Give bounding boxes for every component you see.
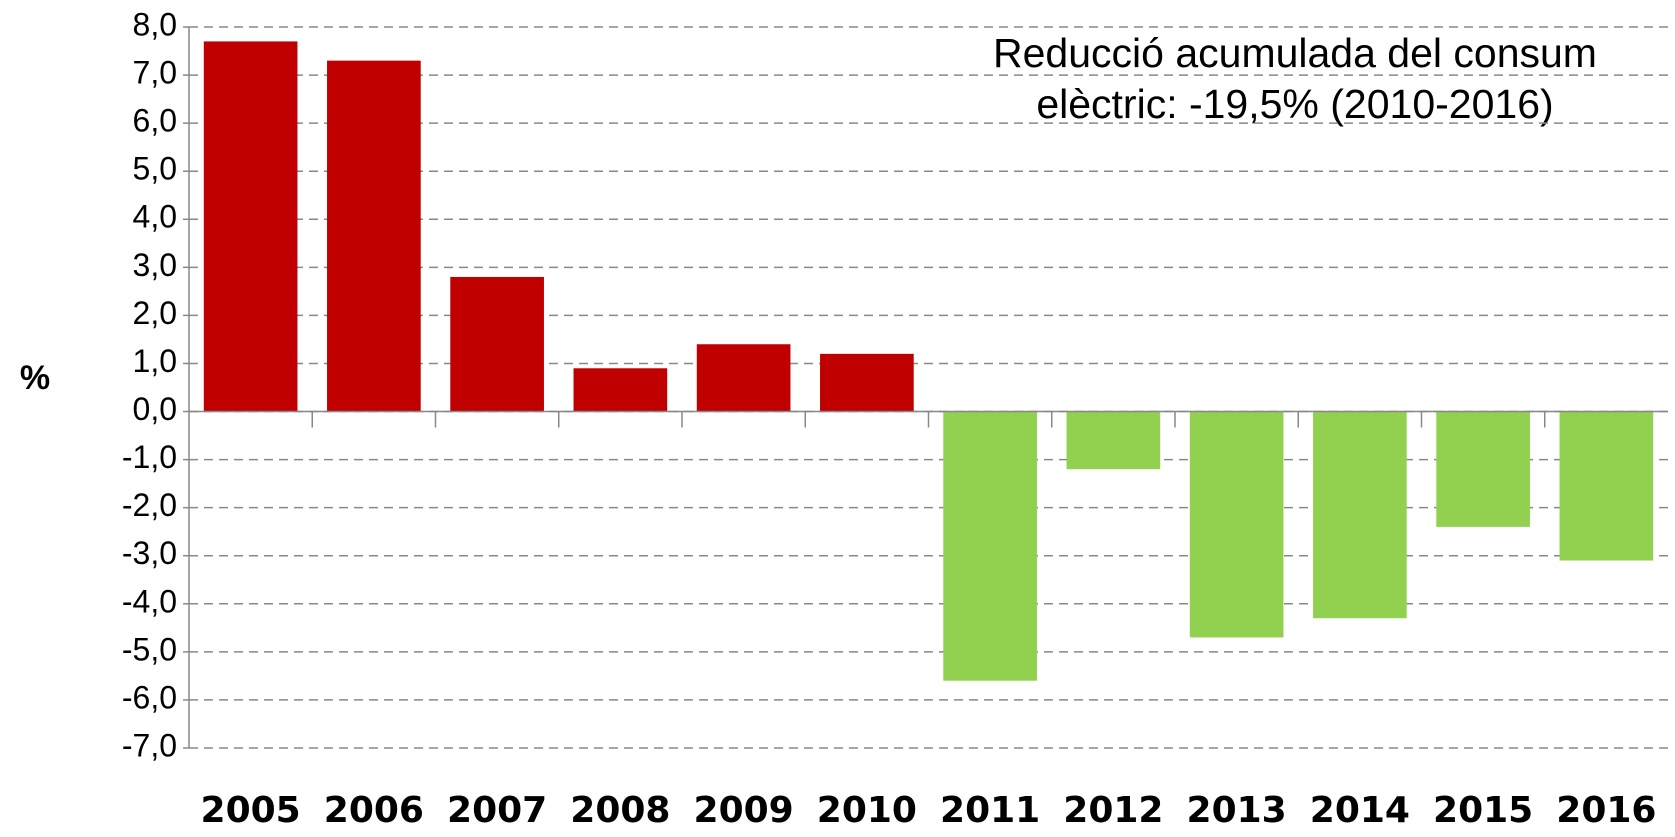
x-tick-label: 2011 <box>940 790 1040 831</box>
x-tick-label: 2006 <box>324 790 424 831</box>
y-tick-label: 0,0 <box>133 391 177 427</box>
bar <box>1559 411 1654 561</box>
x-tick-label: 2008 <box>570 790 670 831</box>
bar <box>450 276 544 412</box>
bar <box>327 60 421 412</box>
x-tick-label: 2009 <box>694 790 794 831</box>
bar <box>696 344 791 412</box>
y-tick-label: 2,0 <box>133 295 177 331</box>
y-tick-label: -2,0 <box>122 487 177 523</box>
y-tick-label: 8,0 <box>133 6 177 42</box>
x-tick-label: 2012 <box>1063 790 1163 831</box>
bar <box>573 368 668 412</box>
y-tick-label: 3,0 <box>133 247 177 283</box>
bar <box>820 353 914 412</box>
x-tick-label: 2010 <box>817 790 917 831</box>
bar <box>1313 411 1407 619</box>
x-tick-label: 2005 <box>201 790 301 831</box>
y-tick-label: -3,0 <box>122 535 177 571</box>
bar <box>1066 411 1161 470</box>
y-tick-label: -6,0 <box>122 679 177 715</box>
x-tick-label: 2014 <box>1310 790 1410 831</box>
annotation: elèctric: -19,5% (2010-2016) <box>1036 81 1553 127</box>
y-tick-label: -4,0 <box>122 583 177 619</box>
y-tick-label: -1,0 <box>122 439 177 475</box>
x-tick-label: 2013 <box>1187 790 1287 831</box>
y-tick-label: 7,0 <box>133 55 177 91</box>
y-tick-label: 4,0 <box>133 199 177 235</box>
x-tick-label: 2016 <box>1556 790 1656 831</box>
y-axis-label: % <box>20 359 50 397</box>
x-tick-label: 2015 <box>1433 790 1533 831</box>
bar <box>203 41 298 412</box>
x-tick-label: 2007 <box>447 790 547 831</box>
y-tick-label: 1,0 <box>133 343 177 379</box>
y-tick-label: -7,0 <box>122 727 177 763</box>
annotation: Reducció acumulada del consum <box>993 30 1597 76</box>
y-tick-label: 6,0 <box>133 103 177 139</box>
y-tick-label: 5,0 <box>133 151 177 187</box>
y-tick-label: -5,0 <box>122 631 177 667</box>
bar <box>1189 411 1284 638</box>
bar <box>943 411 1037 681</box>
bar <box>1436 411 1530 527</box>
